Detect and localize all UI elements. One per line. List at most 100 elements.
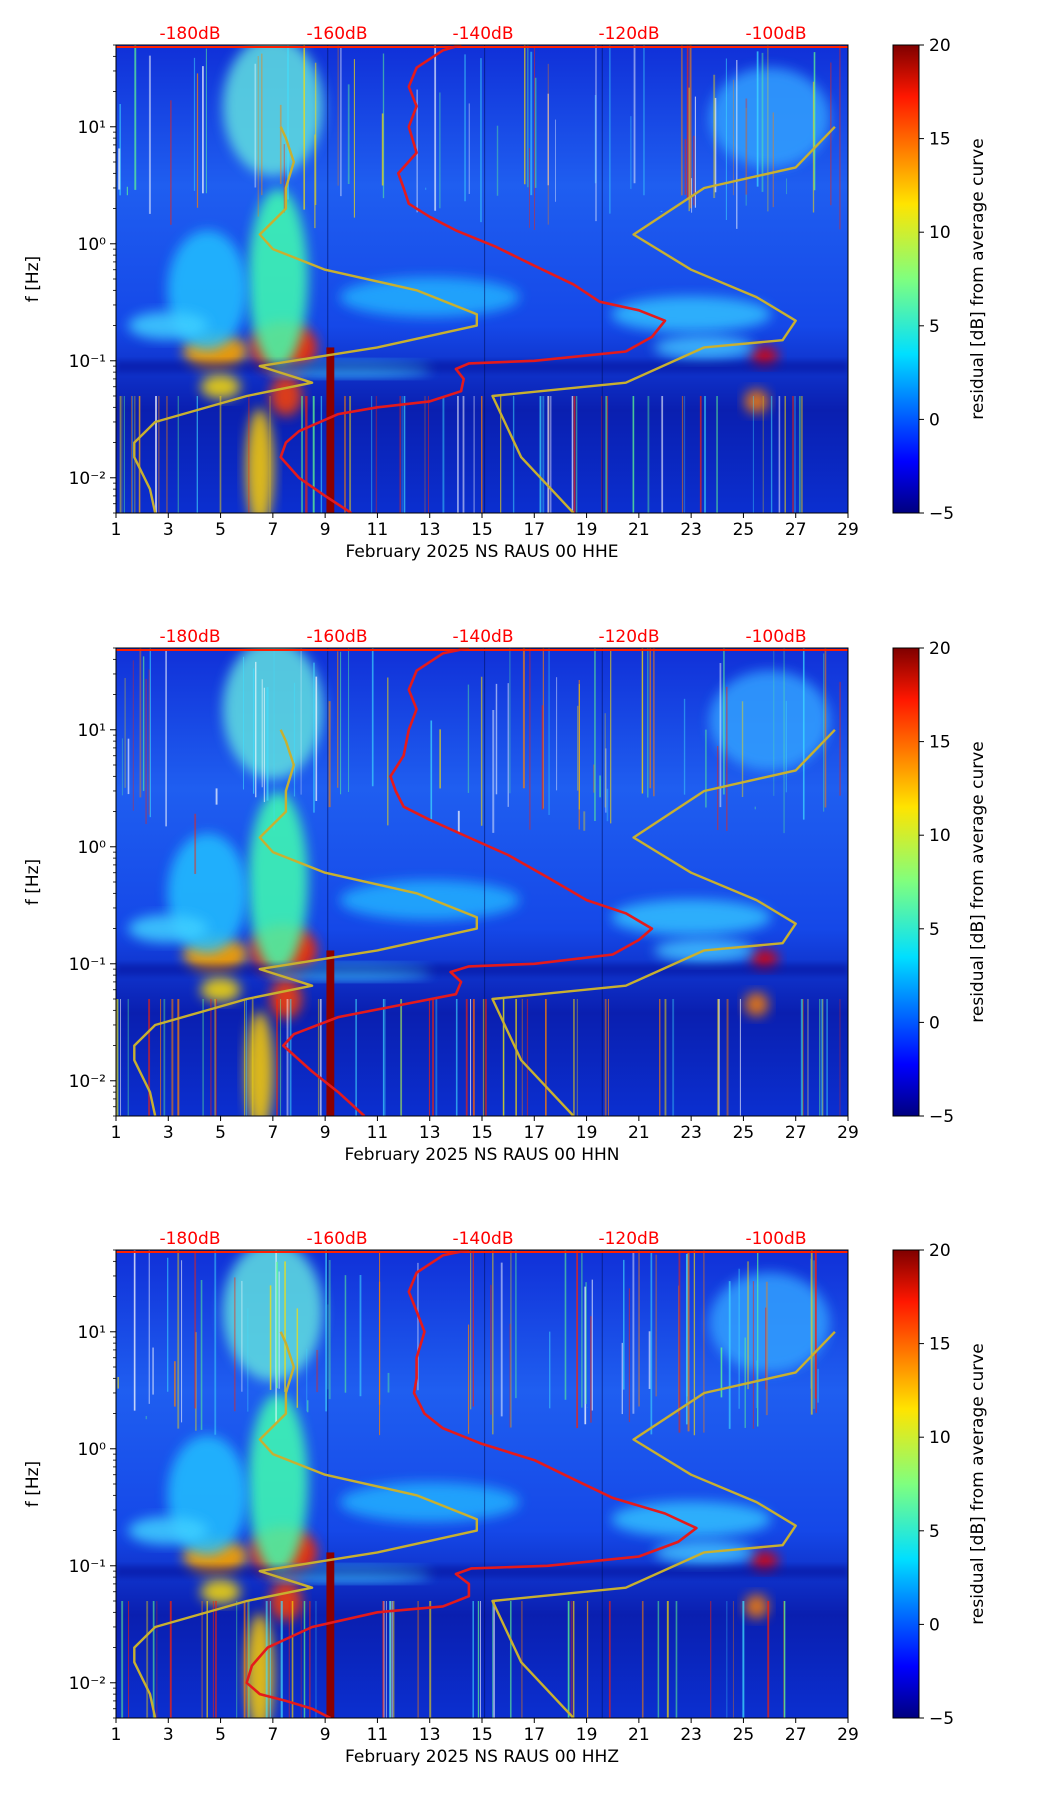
x-tick-label: 9 <box>320 1123 331 1143</box>
spectral-blob <box>269 376 302 416</box>
x-tick-label: 25 <box>733 1123 755 1143</box>
colorbar-title: residual [dB] from average curve <box>968 741 988 1022</box>
x-tick-label: 7 <box>267 1123 278 1143</box>
x-tick-label: 21 <box>628 1123 650 1143</box>
spectral-blob <box>248 792 309 972</box>
dark-band <box>116 1565 848 1578</box>
x-tick-label: 19 <box>576 1123 598 1143</box>
colorbar-tick-label: −5 <box>929 1709 954 1729</box>
x-tick-label: 3 <box>163 520 174 540</box>
x-tick-label: 1 <box>111 1725 122 1745</box>
spectrogram-panel-3: 1 3 5 7 9 11 13 15 17 19 21 23 25 27 2910⁻²10⁻¹10⁰10¹-… <box>23 1229 988 1767</box>
x-tick-label: 1 <box>111 1123 122 1143</box>
series-line-median-psd <box>279 45 667 513</box>
x-tick-label: 15 <box>471 1725 493 1745</box>
x-axis-title: February 2025 NS RAUS 00 HHN <box>344 1145 619 1165</box>
colorbar-gradient <box>892 44 920 514</box>
y-tick-label: 10⁻² <box>69 1072 106 1092</box>
series-line-nlnm-nhnm-model <box>133 1331 478 1718</box>
y-tick-label: 10⁰ <box>78 1440 107 1460</box>
series-line-nlnm-nhnm-model <box>133 126 478 513</box>
spectral-blob <box>200 1579 241 1604</box>
colorbar-tick-label: 10 <box>929 223 951 243</box>
db-scale-label: -180dB <box>159 24 220 44</box>
x-tick-label: 3 <box>163 1725 174 1745</box>
y-tick-label: 10¹ <box>78 118 106 138</box>
spectral-blob <box>611 296 772 333</box>
series-line-nlnm-nhnm-model-2 <box>491 125 836 513</box>
x-tick-label: 9 <box>320 1725 331 1745</box>
spectral-blob <box>222 45 323 177</box>
spectral-blob <box>611 899 772 936</box>
spectral-blob <box>222 1250 323 1382</box>
spectral-blob <box>339 880 520 921</box>
colorbar-gradient <box>892 647 920 1117</box>
db-scale-label: -120dB <box>598 1229 659 1249</box>
x-tick-label: 11 <box>367 1725 389 1745</box>
series-line-median-psd <box>245 1250 698 1718</box>
x-tick-label: 25 <box>733 1725 755 1745</box>
x-tick-label: 19 <box>576 1725 598 1745</box>
y-tick-label: 10⁰ <box>78 838 107 858</box>
db-scale-label: -120dB <box>598 627 659 647</box>
y-tick-label: 10¹ <box>78 1323 106 1343</box>
spectral-blob <box>245 408 274 513</box>
db-scale-label: -100dB <box>745 1229 806 1249</box>
db-scale-label: -160dB <box>306 627 367 647</box>
series-line-nlnm-nhnm-model-2 <box>491 1330 836 1718</box>
spectrogram-panel-2: 1 3 5 7 9 11 13 15 17 19 21 23 25 27 2910⁻²10⁻¹10⁰10¹-… <box>23 627 988 1165</box>
y-tick-label: 10⁻² <box>69 469 106 489</box>
x-tick-label: 7 <box>267 520 278 540</box>
x-tick-label: 13 <box>419 1123 441 1143</box>
plot-area <box>116 1250 848 1718</box>
db-scale-label: -160dB <box>306 1229 367 1249</box>
spectral-blob <box>200 374 241 399</box>
x-tick-label: 11 <box>367 520 389 540</box>
spectral-blob <box>744 992 769 1017</box>
x-tick-label: 7 <box>267 1725 278 1745</box>
x-axis-title: February 2025 NS RAUS 00 HHE <box>345 542 618 562</box>
spectral-blob <box>269 979 302 1019</box>
colorbar: −5 0 5 10 15 20 residual [dB] from average cur… <box>892 36 988 524</box>
x-tick-label: 17 <box>523 520 545 540</box>
spectral-blob <box>269 1581 302 1621</box>
spectral-blob <box>709 1272 830 1373</box>
x-tick-label: 11 <box>367 1123 389 1143</box>
persistent-signal-column <box>326 1552 335 1718</box>
spectral-blob <box>339 277 520 318</box>
x-tick-label: 17 <box>523 1123 545 1143</box>
colorbar-tick-label: 20 <box>929 639 951 659</box>
spectral-blob <box>744 1594 769 1619</box>
x-tick-label: 29 <box>837 1725 859 1745</box>
y-tick-label: 10⁻² <box>69 1674 106 1694</box>
spectral-blob <box>709 67 830 168</box>
persistent-signal-column <box>326 950 335 1116</box>
colorbar-gradient <box>892 1249 920 1719</box>
spectral-blob <box>339 1482 520 1523</box>
colorbar: −5 0 5 10 15 20 residual [dB] from average cur… <box>892 639 988 1127</box>
x-tick-label: 21 <box>628 1725 650 1745</box>
x-tick-label: 5 <box>215 1725 226 1745</box>
x-tick-label: 17 <box>523 1725 545 1745</box>
x-tick-label: 13 <box>419 1725 441 1745</box>
spectral-blob <box>248 1394 309 1574</box>
x-tick-label: 19 <box>576 520 598 540</box>
colorbar-tick-label: 0 <box>929 1615 940 1635</box>
plot-area <box>116 45 848 513</box>
y-axis-title: f [Hz] <box>23 859 43 905</box>
spectral-blob <box>128 1516 209 1545</box>
x-tick-label: 3 <box>163 1123 174 1143</box>
dark-band <box>116 963 848 976</box>
spectral-blob <box>744 389 769 414</box>
db-scale-label: -180dB <box>159 1229 220 1249</box>
y-axis-title: f [Hz] <box>23 256 43 302</box>
colorbar: −5 0 5 10 15 20 residual [dB] from average cur… <box>892 1241 988 1729</box>
colorbar-tick-label: 5 <box>929 1522 940 1542</box>
x-tick-label: 29 <box>837 1123 859 1143</box>
colorbar-title: residual [dB] from average curve <box>968 138 988 419</box>
y-tick-label: 10¹ <box>78 721 106 741</box>
colorbar-tick-label: 15 <box>929 1335 951 1355</box>
db-scale-label: -160dB <box>306 24 367 44</box>
db-scale-label: -120dB <box>598 24 659 44</box>
db-scale-label: -140dB <box>452 24 513 44</box>
